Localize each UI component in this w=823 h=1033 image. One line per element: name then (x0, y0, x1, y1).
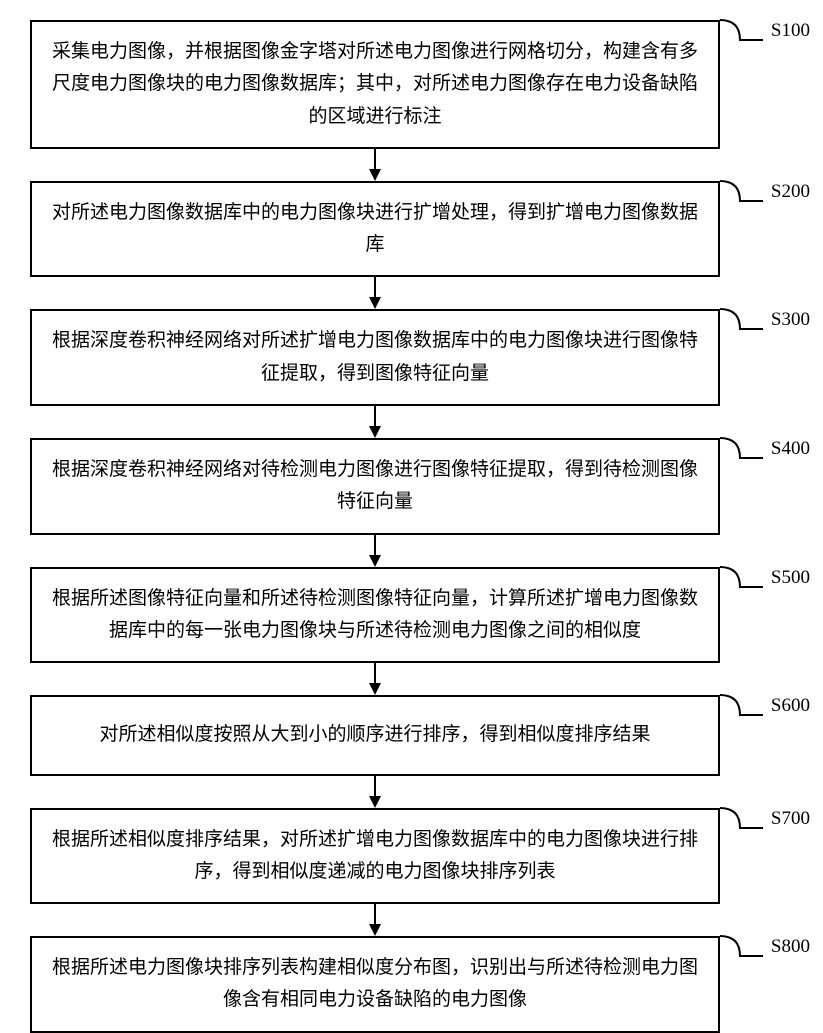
step-group-4: 根据所述图像特征向量和所述待检测图像特征向量，计算所述扩增电力图像数据库中的每一… (30, 567, 810, 664)
flowchart-container: 采集电力图像，并根据图像金字塔对所述电力图像进行网格切分，构建含有多尺度电力图像… (30, 20, 810, 1033)
step-label-4: S500 (771, 567, 810, 589)
step-label-5: S600 (771, 695, 810, 717)
step-label-0: S100 (771, 20, 810, 42)
step-text-2: 根据深度卷积神经网络对所述扩增电力图像数据库中的电力图像块进行图像特征提取，得到… (52, 325, 698, 390)
step-box-2: 根据深度卷积神经网络对所述扩增电力图像数据库中的电力图像块进行图像特征提取，得到… (30, 309, 720, 406)
step-text-1: 对所述电力图像数据库中的电力图像块进行扩增处理，得到扩增电力图像数据库 (52, 197, 698, 262)
step-box-0: 采集电力图像，并根据图像金字塔对所述电力图像进行网格切分，构建含有多尺度电力图像… (30, 20, 720, 149)
arrow-2 (30, 406, 720, 438)
arrow-1 (30, 277, 720, 309)
step-text-4: 根据所述图像特征向量和所述待检测图像特征向量，计算所述扩增电力图像数据库中的每一… (52, 583, 698, 648)
step-group-0: 采集电力图像，并根据图像金字塔对所述电力图像进行网格切分，构建含有多尺度电力图像… (30, 20, 810, 149)
step-label-1: S200 (771, 181, 810, 203)
step-group-6: 根据所述相似度排序结果，对所述扩增电力图像数据库中的电力图像块进行排序，得到相似… (30, 808, 810, 905)
arrow-6 (30, 904, 720, 936)
step-text-5: 对所述相似度按照从大到小的顺序进行排序，得到相似度排序结果 (99, 719, 650, 751)
step-box-6: 根据所述相似度排序结果，对所述扩增电力图像数据库中的电力图像块进行排序，得到相似… (30, 808, 720, 905)
step-text-0: 采集电力图像，并根据图像金字塔对所述电力图像进行网格切分，构建含有多尺度电力图像… (52, 36, 698, 133)
step-text-6: 根据所述相似度排序结果，对所述扩增电力图像数据库中的电力图像块进行排序，得到相似… (52, 824, 698, 889)
arrow-5 (30, 776, 720, 808)
step-group-7: 根据所述电力图像块排序列表构建相似度分布图，识别出与所述待检测电力图像含有相同电… (30, 936, 810, 1033)
step-box-3: 根据深度卷积神经网络对待检测电力图像进行图像特征提取，得到待检测图像特征向量 (30, 438, 720, 535)
step-group-2: 根据深度卷积神经网络对所述扩增电力图像数据库中的电力图像块进行图像特征提取，得到… (30, 309, 810, 406)
step-box-4: 根据所述图像特征向量和所述待检测图像特征向量，计算所述扩增电力图像数据库中的每一… (30, 567, 720, 664)
step-text-3: 根据深度卷积神经网络对待检测电力图像进行图像特征提取，得到待检测图像特征向量 (52, 454, 698, 519)
step-label-3: S400 (771, 438, 810, 460)
step-group-5: 对所述相似度按照从大到小的顺序进行排序，得到相似度排序结果 S600 (30, 695, 810, 775)
step-label-6: S700 (771, 808, 810, 830)
arrow-0 (30, 149, 720, 181)
step-box-5: 对所述相似度按照从大到小的顺序进行排序，得到相似度排序结果 (30, 695, 720, 775)
arrow-4 (30, 663, 720, 695)
arrow-3 (30, 535, 720, 567)
step-box-1: 对所述电力图像数据库中的电力图像块进行扩增处理，得到扩增电力图像数据库 (30, 181, 720, 278)
step-text-7: 根据所述电力图像块排序列表构建相似度分布图，识别出与所述待检测电力图像含有相同电… (52, 952, 698, 1017)
step-group-1: 对所述电力图像数据库中的电力图像块进行扩增处理，得到扩增电力图像数据库 S200 (30, 181, 810, 278)
step-label-2: S300 (771, 309, 810, 331)
step-label-7: S800 (771, 936, 810, 958)
step-box-7: 根据所述电力图像块排序列表构建相似度分布图，识别出与所述待检测电力图像含有相同电… (30, 936, 720, 1033)
step-group-3: 根据深度卷积神经网络对待检测电力图像进行图像特征提取，得到待检测图像特征向量 S… (30, 438, 810, 535)
